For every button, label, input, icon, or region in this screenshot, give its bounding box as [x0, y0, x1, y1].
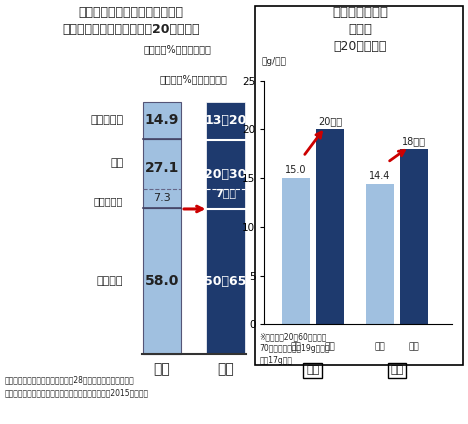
- Text: 現状: 現状: [290, 342, 301, 351]
- Bar: [366, 184, 394, 324]
- Text: 13〜20: 13〜20: [205, 114, 247, 127]
- Text: （単位：%エネルギー）: （単位：%エネルギー）: [160, 74, 228, 84]
- Text: 7.3: 7.3: [153, 193, 171, 204]
- Text: 27.1: 27.1: [145, 162, 179, 176]
- Text: 現状: 現状: [374, 342, 385, 351]
- Text: 現状: 現状: [154, 362, 170, 376]
- Text: 50〜65: 50〜65: [205, 275, 247, 288]
- Text: 20〜30: 20〜30: [205, 168, 247, 181]
- Text: エネルギー構成比の状況（20歳以上）: エネルギー構成比の状況（20歳以上）: [62, 23, 200, 36]
- Text: 20以上: 20以上: [318, 117, 342, 126]
- Text: 15.0: 15.0: [285, 165, 307, 175]
- Text: （単位：%エネルギー）: （単位：%エネルギー）: [144, 45, 212, 55]
- Bar: [206, 102, 245, 139]
- Text: たんぱく質: たんぱく質: [90, 115, 124, 126]
- Text: 目標: 目標: [325, 342, 335, 351]
- Text: ※目標は、20〜60歳代の値: ※目標は、20〜60歳代の値: [260, 333, 327, 342]
- Text: 女性17g以上: 女性17g以上: [260, 356, 293, 365]
- Text: 資料：（現状）厚生労働省「平成28年国民健康・栄養調査」: 資料：（現状）厚生労働省「平成28年国民健康・栄養調査」: [5, 375, 134, 384]
- Text: 目標: 目標: [409, 342, 419, 351]
- Text: 58.0: 58.0: [145, 274, 179, 288]
- Text: の状況: の状況: [348, 23, 373, 36]
- Bar: [143, 102, 181, 139]
- Bar: [143, 208, 181, 354]
- Text: （目標）厚生労働省「日本人の食事摂取基準（2015年版）」: （目標）厚生労働省「日本人の食事摂取基準（2015年版）」: [5, 388, 149, 397]
- Bar: [206, 139, 245, 209]
- Bar: [316, 129, 344, 324]
- Text: 7以下: 7以下: [215, 188, 236, 198]
- Text: 14.4: 14.4: [369, 171, 391, 181]
- Text: 脂質: 脂質: [110, 159, 124, 168]
- Text: 炭水化物: 炭水化物: [97, 276, 124, 286]
- Text: 18以上: 18以上: [402, 136, 426, 146]
- Bar: [282, 178, 310, 324]
- Bar: [206, 209, 245, 354]
- Text: 食物繊維摂取量: 食物繊維摂取量: [332, 6, 388, 20]
- Text: 飽和脂肪酸: 飽和脂肪酸: [94, 196, 124, 206]
- Text: 70歳以上は、男性19g以上、: 70歳以上は、男性19g以上、: [260, 344, 330, 353]
- Bar: [143, 139, 181, 208]
- Text: （20歳以上）: （20歳以上）: [334, 40, 387, 53]
- Text: たんぱく質、脂質、炭水化物の: たんぱく質、脂質、炭水化物の: [79, 6, 183, 20]
- Bar: [400, 149, 428, 324]
- Text: 女性: 女性: [390, 365, 403, 375]
- Text: 14.9: 14.9: [145, 114, 179, 128]
- Text: 男性: 男性: [306, 365, 319, 375]
- Text: （g/日）: （g/日）: [261, 57, 286, 66]
- Text: 目標: 目標: [217, 362, 234, 376]
